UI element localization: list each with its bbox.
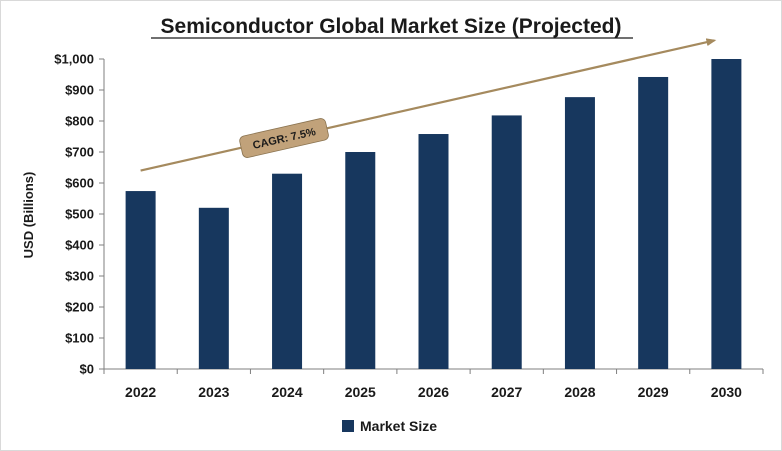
cagr-badge: CAGR: 7.5% bbox=[239, 118, 329, 158]
x-tick-label: 2030 bbox=[711, 384, 742, 400]
legend: Market Size bbox=[342, 418, 437, 434]
bars-group bbox=[125, 59, 742, 369]
x-tick-label: 2027 bbox=[491, 384, 522, 400]
bar-2027 bbox=[491, 115, 522, 369]
y-tick-label: $300 bbox=[65, 269, 94, 284]
chart-title: Semiconductor Global Market Size (Projec… bbox=[161, 15, 622, 38]
y-axis: $0 $100 $200 $300 $400 $500 $600 $700 $800 $900 $1… bbox=[54, 52, 105, 377]
y-tick-label: $400 bbox=[65, 238, 94, 253]
x-tick-label: 2025 bbox=[345, 384, 376, 400]
y-tick-label: $1,000 bbox=[54, 52, 94, 67]
x-tick-label: 2029 bbox=[638, 384, 669, 400]
x-tick-label: 2028 bbox=[564, 384, 595, 400]
x-tick-label: 2023 bbox=[198, 384, 229, 400]
y-tick-label: $0 bbox=[80, 362, 94, 377]
x-axis: 2022 2023 2024 2025 2026 2027 2028 2029 2030 bbox=[103, 368, 764, 400]
trend-arrow bbox=[140, 38, 717, 172]
bar-2028 bbox=[564, 97, 595, 369]
bar-2024 bbox=[272, 173, 303, 369]
legend-label: Market Size bbox=[360, 418, 437, 434]
x-tick-label: 2026 bbox=[418, 384, 449, 400]
y-tick-label: $900 bbox=[65, 83, 94, 98]
bar-2026 bbox=[418, 134, 449, 369]
bar-2022 bbox=[125, 191, 156, 369]
bar-2030 bbox=[711, 59, 742, 369]
y-axis-label: USD (Billions) bbox=[21, 172, 36, 259]
x-tick-label: 2022 bbox=[125, 384, 156, 400]
y-tick-label: $100 bbox=[65, 331, 94, 346]
x-tick-label: 2024 bbox=[271, 384, 302, 400]
legend-swatch bbox=[342, 420, 354, 432]
y-tick-label: $200 bbox=[65, 300, 94, 315]
y-tick-label: $600 bbox=[65, 176, 94, 191]
bar-2023 bbox=[198, 207, 229, 369]
y-tick-label: $700 bbox=[65, 145, 94, 160]
cagr-badge-box bbox=[239, 118, 329, 158]
bar-2029 bbox=[638, 76, 669, 369]
y-tick-label: $500 bbox=[65, 207, 94, 222]
bar-2025 bbox=[345, 152, 376, 369]
y-tick-label: $800 bbox=[65, 114, 94, 129]
